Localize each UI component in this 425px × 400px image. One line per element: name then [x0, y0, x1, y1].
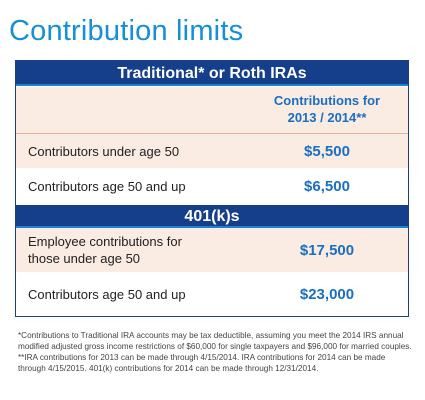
column-header-line2: 2013 / 2014** — [287, 110, 367, 125]
footnotes: *Contributions to Traditional IRA accoun… — [18, 330, 412, 374]
page-title: Contribution limits — [9, 15, 244, 47]
401k-row-label: Contributors age 50 and up — [28, 286, 186, 302]
ira-row-value: $5,500 — [304, 142, 350, 160]
ira-row-under-50: Contributors under age 50 $5,500 — [16, 134, 408, 168]
column-header-line1: Contributions for — [273, 93, 381, 108]
401k-row-under-50: Employee contributions for those under a… — [16, 228, 408, 272]
401k-header-divider — [16, 226, 408, 228]
401k-row-value: $17,500 — [299, 241, 355, 259]
row-divider — [16, 133, 408, 134]
401k-row-label-line1: Employee contributions for — [28, 234, 182, 249]
401k-row-label: Employee contributions for those under a… — [16, 233, 246, 267]
ira-section-header: Traditional* or Roth IRAs — [16, 61, 408, 86]
ira-row-value: $6,500 — [304, 178, 350, 195]
contribution-table: Traditional* or Roth IRAs Contributions … — [15, 60, 409, 317]
ira-row-50-and-up: Contributors age 50 and up $6,500 — [16, 168, 408, 205]
ira-header-divider — [16, 84, 408, 86]
ira-column-header-row: Contributions for 2013 / 2014** — [16, 87, 408, 133]
401k-section-title: 401(k)s — [184, 207, 240, 225]
ira-section-title: Traditional* or Roth IRAs — [117, 64, 307, 82]
column-header: Contributions for 2013 / 2014** — [246, 92, 408, 126]
401k-row-label-line2: those under age 50 — [28, 251, 141, 266]
footnote-1: *Contributions to Traditional IRA accoun… — [18, 331, 412, 351]
ira-row-label: Contributors age 50 and up — [28, 179, 186, 194]
footnote-2: **IRA contributions for 2013 can be made… — [18, 353, 386, 373]
401k-row-value: $23,000 — [299, 285, 355, 303]
ira-row-label: Contributors under age 50 — [28, 143, 180, 159]
401k-row-50-and-up: Contributors age 50 and up $23,000 — [16, 272, 408, 316]
401k-section-header: 401(k)s — [16, 205, 408, 228]
